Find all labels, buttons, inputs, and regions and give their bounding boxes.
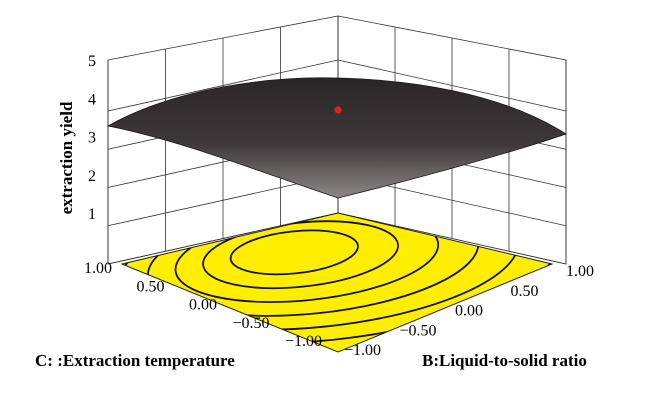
z-axis: 1 2 3 4 5 [88, 53, 96, 223]
response-surface [106, 77, 567, 199]
z-tick-label: 5 [88, 53, 96, 70]
y-axis-b: −1.00 −0.50 0.00 0.50 1.00 [344, 263, 594, 359]
x-tick-label: −1.00 [285, 333, 322, 350]
design-point-marker [334, 106, 342, 114]
y-tick-label: 0.50 [511, 283, 539, 300]
contour-line [122, 213, 552, 345]
x-tick-label: 0.50 [137, 278, 165, 295]
x-tick-label: 1.00 [84, 260, 112, 277]
floor-plane [120, 212, 554, 353]
x-axis-title: C: :Extraction temperature [35, 351, 235, 370]
y-tick-label: −0.50 [400, 322, 437, 339]
y-tick-label: −1.00 [344, 342, 381, 359]
y-axis-title: B:Liquid-to-solid ratio [422, 351, 587, 370]
z-tick-label: 3 [88, 130, 96, 147]
contour-line [202, 220, 399, 290]
y-tick-label: 1.00 [566, 263, 594, 280]
z-axis-title: extraction yield [57, 101, 76, 214]
x-tick-label: 0.00 [189, 297, 217, 314]
floor-contour-plot [120, 212, 554, 353]
x-axis-c: 1.00 0.50 0.00 −0.50 −1.00 [84, 260, 322, 350]
z-tick-label: 4 [88, 91, 96, 108]
y-tick-label: 0.00 [455, 303, 483, 320]
z-tick-label: 1 [88, 206, 96, 223]
contour-line [229, 229, 359, 276]
x-tick-label: −0.50 [232, 315, 269, 332]
z-tick-label: 2 [88, 168, 96, 185]
